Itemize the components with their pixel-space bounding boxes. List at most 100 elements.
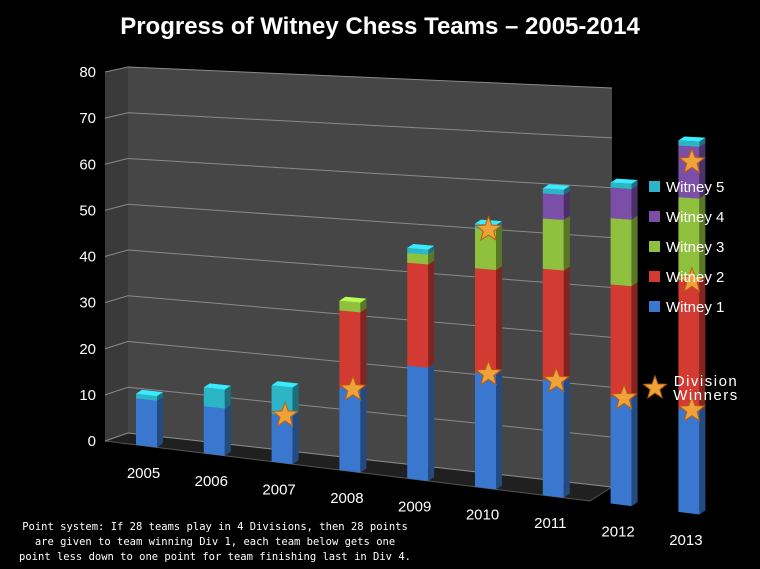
bar-side	[428, 260, 435, 368]
bar-segment	[407, 244, 435, 255]
bar-segment	[542, 375, 570, 498]
bar-segment	[542, 184, 570, 195]
side-wall	[105, 67, 128, 441]
legend-swatch	[649, 271, 660, 282]
bar-segment	[407, 361, 435, 481]
y-tick-label: 60	[79, 156, 96, 173]
legend-label: Witney 5	[666, 179, 724, 196]
gridline	[104, 249, 613, 288]
legend-label: Witney 4	[666, 209, 724, 226]
x-tick-label: 2008	[330, 490, 363, 507]
bar-segment	[339, 383, 367, 473]
bar-segment	[339, 296, 367, 313]
bar-front	[407, 262, 429, 368]
legend-label: Witney 1	[666, 299, 724, 316]
bar-front	[271, 413, 293, 465]
bar-side	[699, 137, 706, 147]
bar-front	[339, 300, 361, 313]
bar-top	[542, 184, 570, 190]
bar-side	[292, 383, 299, 417]
bar-side	[157, 396, 163, 448]
bar-front	[203, 387, 225, 409]
division-winner-star	[339, 374, 367, 401]
y-tick-label: 70	[79, 110, 96, 127]
gridline	[104, 432, 613, 488]
bar-front	[678, 408, 700, 515]
y-tick-label: 30	[79, 295, 96, 312]
bar-side	[224, 385, 231, 409]
bar-front	[610, 182, 632, 190]
bar-side	[631, 179, 638, 190]
bar-front	[407, 248, 429, 255]
bar-segment	[136, 394, 163, 448]
y-tick-label: 80	[79, 64, 96, 81]
bar-side	[563, 216, 570, 271]
legend-swatch	[649, 301, 660, 312]
legend-swatch	[649, 211, 660, 222]
bar-front	[136, 393, 157, 401]
bar-front	[475, 268, 496, 375]
bar-segment	[475, 368, 502, 490]
bar-side	[699, 406, 706, 515]
bar-segment	[203, 383, 231, 409]
legend-item: Witney 2	[649, 269, 724, 286]
bar-front	[339, 387, 361, 473]
bar-side	[699, 277, 706, 411]
bar-side	[428, 250, 435, 265]
y-axis-ticks: 0 10 20 30 40 50 60 70 80	[79, 64, 96, 450]
bar-side	[157, 392, 163, 401]
y-tick-label: 50	[79, 202, 96, 219]
bar-front	[542, 379, 564, 498]
bar-side	[360, 298, 367, 313]
gridline	[104, 386, 613, 438]
legend: Witney 5 Witney 4 Witney 3 Witney 2 Witney 1	[649, 179, 724, 316]
bar-top	[339, 296, 367, 303]
bar-segment	[678, 136, 706, 147]
division-winner-star	[474, 359, 503, 386]
x-tick-label: 2009	[398, 498, 431, 515]
gridlines	[104, 66, 613, 488]
division-winners-label: Winners	[673, 387, 739, 404]
bar-side	[563, 266, 570, 382]
bar-segment	[610, 280, 638, 399]
bar-side	[631, 282, 638, 399]
bar-front	[542, 268, 564, 382]
bar-front	[678, 279, 700, 411]
y-tick-label: 40	[79, 249, 96, 266]
bar-side	[496, 266, 502, 375]
y-tick-label: 20	[79, 341, 96, 358]
division-winner-star	[271, 400, 299, 428]
bar-side	[563, 190, 570, 221]
legend-star	[642, 374, 668, 399]
bar-side	[563, 185, 570, 195]
bar-front	[610, 284, 632, 399]
division-winner-star	[678, 395, 706, 422]
note-line: are given to team winning Div 1, each te…	[35, 536, 395, 548]
bar-front	[542, 218, 564, 271]
bar-side	[563, 377, 570, 498]
bar-segment	[203, 402, 231, 456]
bar-segment	[542, 214, 570, 271]
bar-front	[542, 188, 564, 195]
division-winner-star	[678, 147, 706, 174]
note-line: Point system: If 28 teams play in 4 Divi…	[22, 521, 408, 533]
y-tick-label: 10	[79, 387, 96, 404]
legend-swatch	[649, 181, 660, 192]
point-system-note: Point system: If 28 teams play in 4 Divi…	[19, 521, 411, 563]
y-tick-label: 0	[88, 433, 96, 450]
bar-segment	[136, 389, 163, 401]
bar-segment	[610, 178, 638, 190]
x-tick-label: 2005	[127, 465, 160, 482]
bar-side	[428, 363, 435, 481]
legend-item: Witney 1	[649, 299, 724, 316]
bar-side	[699, 194, 706, 282]
bar-top	[407, 244, 435, 250]
gridline	[104, 295, 613, 338]
bar-front	[475, 228, 496, 271]
bar-top	[610, 178, 638, 184]
bar-front	[610, 187, 632, 220]
division-winners-label: Division	[674, 373, 739, 390]
gridline	[104, 157, 613, 189]
